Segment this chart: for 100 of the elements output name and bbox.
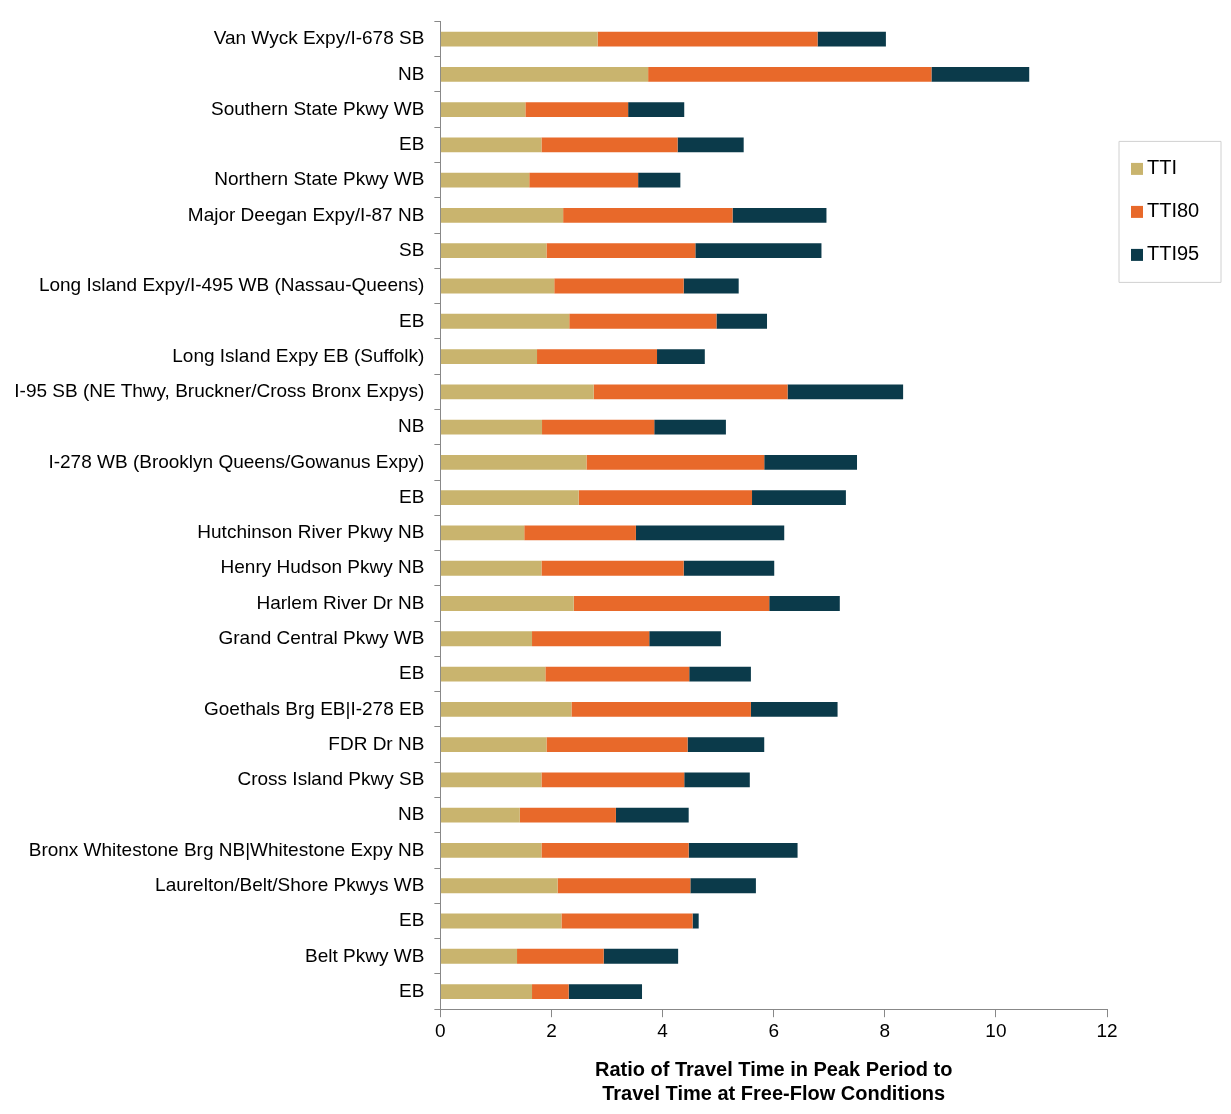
bar: [648, 66, 932, 82]
bar: [529, 172, 639, 188]
x-tick-label: 4: [657, 1019, 669, 1041]
x-tick-label: 6: [768, 1019, 779, 1041]
y-tick-label: FDR Dr NB: [328, 732, 425, 754]
bar: [440, 560, 542, 576]
bar: [519, 807, 616, 823]
bar: [440, 701, 572, 717]
bar: [440, 66, 649, 82]
bar: [657, 349, 705, 364]
y-tick-label: I-278 WB (Brooklyn Queens/Gowanus Expy): [48, 450, 425, 472]
bar: [689, 666, 751, 682]
bar: [649, 631, 721, 647]
bar: [440, 31, 598, 47]
y-tick-label: Long Island Expy EB (Suffolk): [172, 344, 425, 366]
bar: [615, 807, 689, 823]
bar: [677, 137, 744, 153]
y-tick-label: Van Wyck Expy/I-678 SB: [213, 27, 425, 49]
x-tick-label: 0: [435, 1019, 446, 1041]
bar: [569, 313, 717, 329]
bar: [440, 984, 533, 999]
bar: [440, 666, 546, 682]
bar: [440, 772, 542, 788]
bar: [563, 208, 733, 223]
y-tick-label: NB: [397, 62, 425, 84]
y-tick-label: EB: [399, 909, 425, 931]
bar: [440, 878, 558, 894]
bar: [440, 208, 564, 223]
legend-label: TTI95: [1147, 242, 1200, 265]
y-tick-label: Belt Pkwy WB: [305, 944, 425, 966]
bar: [687, 737, 765, 753]
x-tick-label: 8: [879, 1019, 891, 1041]
bar: [440, 278, 555, 294]
bar: [571, 701, 751, 717]
bar: [554, 278, 684, 294]
bar: [561, 913, 693, 929]
bar: [440, 172, 530, 188]
y-tick-label: Long Island Expy/I-495 WB (Nassau-Queens): [38, 274, 425, 296]
bar: [524, 525, 636, 541]
bar: [546, 243, 696, 259]
y-tick-label: EB: [399, 979, 425, 1001]
bar: [440, 349, 538, 364]
bar: [440, 737, 547, 753]
bar: [692, 913, 699, 929]
x-tick-label: 2: [546, 1019, 557, 1041]
bar: [732, 208, 827, 223]
bar: [573, 596, 770, 611]
y-tick-label: SB: [399, 238, 425, 260]
bar: [683, 560, 775, 576]
bar: [517, 948, 604, 964]
bar: [440, 384, 594, 400]
bar: [440, 243, 547, 259]
bar: [695, 243, 822, 259]
bar: [787, 384, 904, 400]
y-tick-label: Grand Central Pkwy WB: [218, 627, 425, 649]
y-tick-label: EB: [399, 133, 425, 155]
x-axis-title: Ratio of Travel Time in Peak Period to Travel Time at Free-Flow Conditions: [594, 1057, 953, 1104]
bar: [684, 772, 750, 788]
bar: [586, 454, 765, 470]
bar: [750, 701, 838, 717]
y-tick-label: EB: [399, 662, 425, 684]
x-tick-label: 12: [1096, 1019, 1118, 1041]
bar: [769, 596, 840, 611]
bar: [654, 419, 726, 435]
bar: [440, 631, 533, 647]
y-tick-label: Harlem River Dr NB: [256, 591, 425, 613]
bar: [541, 772, 685, 788]
bar: [440, 948, 518, 964]
y-tick-label: Major Deegan Expy/I-87 NB: [187, 203, 425, 225]
x-tick-label: 10: [985, 1019, 1007, 1041]
bar: [593, 384, 788, 400]
bar: [525, 102, 629, 118]
y-tick-label: EB: [399, 485, 425, 507]
bar: [683, 278, 739, 294]
bar: [440, 313, 570, 329]
bar: [532, 984, 569, 999]
y-tick-label: Northern State Pkwy WB: [214, 168, 425, 190]
bar: [635, 525, 785, 541]
bar: [440, 807, 520, 823]
bar: [440, 454, 587, 470]
bar: [688, 843, 798, 858]
bar: [752, 490, 846, 506]
y-tick-label: I-95 SB (NE Thwy, Bruckner/Cross Bronx Expys): [14, 380, 425, 402]
bar: [716, 313, 768, 329]
bar: [440, 490, 579, 506]
bar: [440, 525, 525, 541]
bar: [541, 137, 678, 153]
bar: [532, 631, 650, 647]
y-tick-label: Henry Hudson Pkwy NB: [220, 556, 425, 578]
bar: [440, 843, 542, 858]
bar: [557, 878, 691, 894]
bar: [440, 913, 562, 929]
bar: [690, 878, 756, 894]
bar: [440, 419, 543, 435]
bar: [440, 137, 542, 153]
legend-label: TTI: [1147, 156, 1177, 179]
bar: [764, 454, 858, 470]
bar: [541, 843, 689, 858]
bar: [568, 984, 643, 999]
y-tick-label: NB: [397, 803, 425, 825]
